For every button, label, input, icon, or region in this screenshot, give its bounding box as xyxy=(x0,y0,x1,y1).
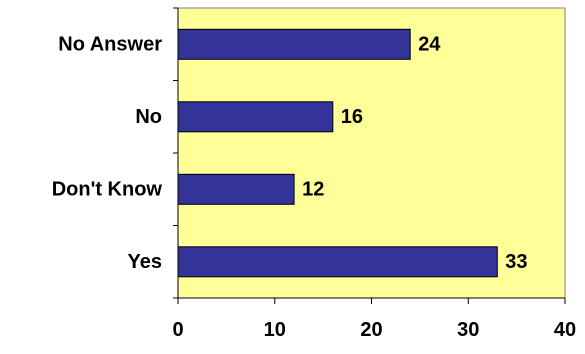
bars-group xyxy=(177,28,498,278)
category-label-don-t-know: Don't Know xyxy=(52,178,163,200)
labels-group: 33 Yes 12 Don't Know 16 No 24 No Answer 0 10 20 30 4… xyxy=(52,33,576,341)
category-label-no: No xyxy=(135,106,162,128)
data-label-yes: 33 xyxy=(505,251,527,273)
bar-no xyxy=(177,101,334,133)
category-label-yes: Yes xyxy=(128,251,162,273)
axes-group xyxy=(173,7,566,304)
x-tick-label-30: 30 xyxy=(457,319,479,341)
bar-don-t-know xyxy=(177,173,295,205)
data-label-no: 16 xyxy=(341,106,363,128)
bar-no-answer xyxy=(177,28,411,60)
x-tick-label-0: 0 xyxy=(172,319,183,341)
data-label-don-t-know: 12 xyxy=(302,178,324,200)
data-label-no-answer: 24 xyxy=(418,33,441,55)
x-tick-label-10: 10 xyxy=(264,319,286,341)
x-tick-label-40: 40 xyxy=(554,319,576,341)
category-label-no-answer: No Answer xyxy=(58,33,162,55)
bar-yes xyxy=(177,246,498,278)
x-tick-label-20: 20 xyxy=(360,319,382,341)
